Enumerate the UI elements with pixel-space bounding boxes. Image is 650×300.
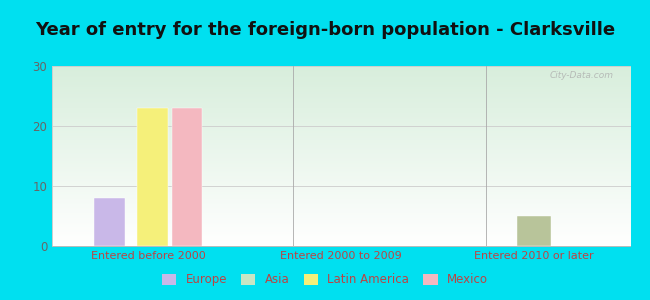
Text: City-Data.com: City-Data.com — [549, 71, 613, 80]
Bar — [94, 198, 125, 246]
Legend: Europe, Asia, Latin America, Mexico: Europe, Asia, Latin America, Mexico — [157, 269, 493, 291]
Bar — [137, 108, 168, 246]
Bar — [172, 108, 202, 246]
Bar — [517, 216, 551, 246]
Text: Year of entry for the foreign-born population - Clarksville: Year of entry for the foreign-born popul… — [35, 21, 615, 39]
